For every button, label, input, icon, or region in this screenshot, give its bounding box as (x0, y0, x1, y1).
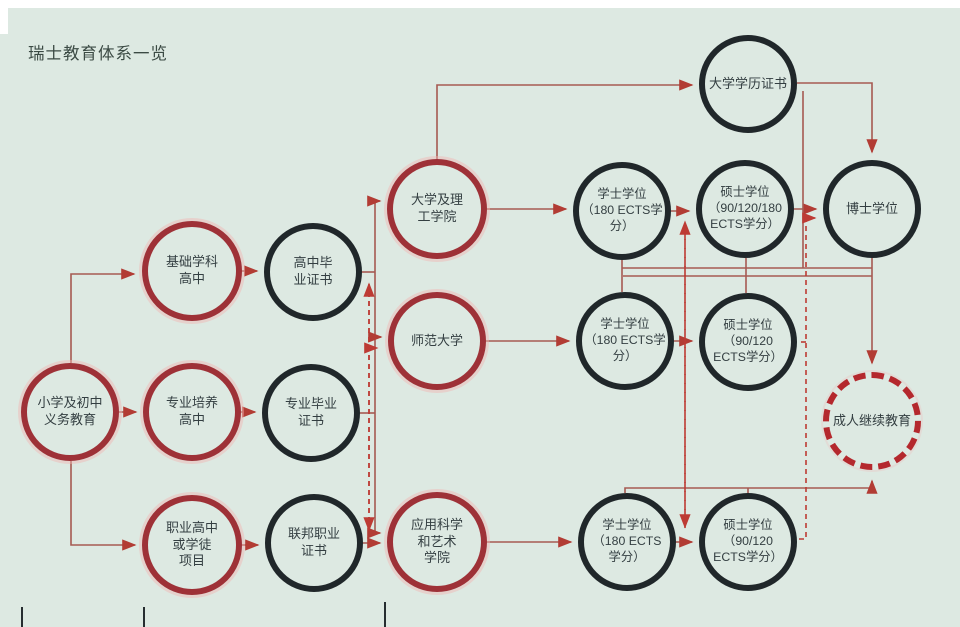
bottom-tick-marks (21, 602, 386, 627)
node-applied-arts-uni: 应用科学 和艺术 学院 (387, 492, 487, 592)
node-bachelor-3: 学士学位 （180 ECTS 学分） (578, 493, 676, 591)
node-label-applied-arts-uni: 应用科学 和艺术 学院 (410, 517, 463, 566)
node-pedagogical-uni: 师范大学 (388, 292, 486, 390)
solid-connectors (70, 79, 878, 551)
dashed-master3-to-phd (799, 212, 817, 540)
node-gymnasium: 基础学科 高中 (142, 221, 242, 321)
edge-primary-to-gymnasium (70, 268, 136, 363)
node-label-bachelor-3: 学士学位 （180 ECTS 学分） (592, 518, 662, 564)
node-label-specialized-cert: 专业毕业 证书 (284, 396, 337, 428)
node-label-vocational-high: 职业高中 或学徒 项目 (165, 520, 218, 569)
node-label-university: 大学及理 工学院 (410, 192, 463, 224)
node-label-pedagogical-uni: 师范大学 (410, 332, 463, 348)
node-label-phd: 博士学位 (845, 200, 898, 216)
node-label-bachelor-2: 学士学位 （180 ECTS学 分） (584, 317, 666, 363)
node-label-adult-education: 成人继续教育 (832, 412, 911, 428)
node-label-gymnasium: 基础学科 高中 (165, 254, 218, 286)
page-title: 瑞士教育体系一览 (28, 45, 168, 63)
node-label-federal-voc-cert: 联邦职业 证书 (287, 526, 340, 558)
node-label-master-2: 硕士学位 （90/120 ECTS学分） (713, 318, 783, 364)
node-phd: 博士学位 (823, 160, 921, 258)
edge-primary-to-vocational-high (70, 461, 137, 551)
dashed-connectors (363, 212, 817, 540)
top-white-border (0, 0, 960, 8)
node-specialized-high: 专业培养 高中 (143, 363, 241, 461)
node-label-master-3: 硕士学位 （90/120 ECTS学分） (713, 518, 783, 564)
node-federal-voc-cert: 联邦职业 证书 (265, 494, 363, 592)
node-vocational-high: 职业高中 或学徒 项目 (142, 495, 242, 595)
corner-white-border (0, 0, 8, 34)
node-master-1: 硕士学位 （90/120/180 ECTS学分） (696, 160, 794, 258)
node-label-master-1: 硕士学位 （90/120/180 ECTS学分） (708, 185, 782, 231)
node-master-2: 硕士学位 （90/120 ECTS学分） (699, 293, 797, 391)
node-primary: 小学及初中 义务教育 (21, 363, 119, 461)
node-label-specialized-high: 专业培养 高中 (165, 395, 218, 427)
node-bachelor-2: 学士学位 （180 ECTS学 分） (576, 292, 674, 390)
node-uni-diploma: 大学学历证书 (699, 35, 797, 133)
node-university: 大学及理 工学院 (387, 159, 487, 259)
node-adult-education: 成人继续教育 (823, 372, 921, 470)
node-label-primary: 小学及初中 义务教育 (37, 395, 103, 427)
edge-uni-diploma-to-phd (797, 82, 878, 154)
node-master-3: 硕士学位 （90/120 ECTS学分） (699, 493, 797, 591)
node-label-matura-cert: 高中毕 业证书 (293, 255, 333, 287)
node-bachelor-1: 学士学位 （180 ECTS学 分） (573, 162, 671, 260)
node-specialized-cert: 专业毕业 证书 (262, 364, 360, 462)
node-matura-cert: 高中毕 业证书 (264, 223, 362, 321)
node-label-bachelor-1: 学士学位 （180 ECTS学 分） (581, 187, 663, 233)
node-label-uni-diploma: 大学学历证书 (708, 75, 787, 91)
edge-university-to-uni-diploma (436, 79, 694, 159)
